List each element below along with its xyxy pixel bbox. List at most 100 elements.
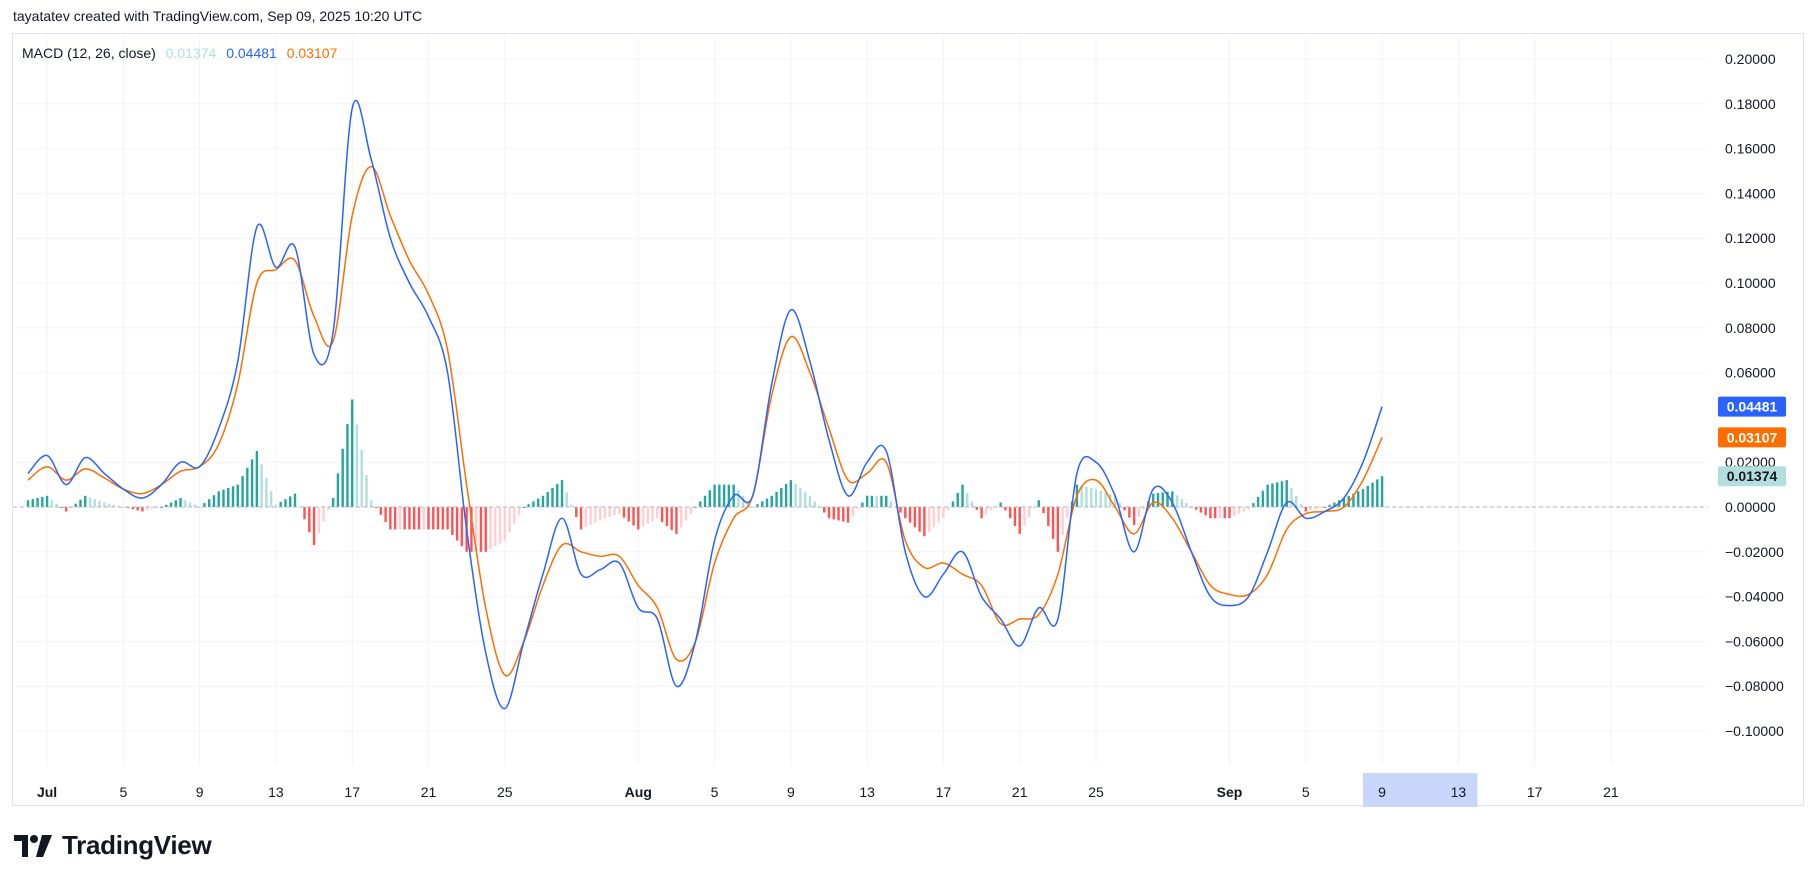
- histogram-bar: [1094, 489, 1098, 507]
- histogram-bar: [1080, 485, 1083, 507]
- histogram-bar: [594, 507, 597, 523]
- histogram-bar: [608, 507, 611, 518]
- histogram-bar: [408, 507, 411, 530]
- indicator-legend[interactable]: MACD (12, 26, close) 0.01374 0.04481 0.0…: [22, 45, 343, 61]
- histogram-bar: [622, 507, 626, 518]
- y-tick-label: 0.16000: [1725, 141, 1776, 157]
- histogram-bar: [1318, 507, 1322, 509]
- histogram-bar: [1333, 502, 1336, 507]
- histogram-bar: [956, 493, 959, 507]
- histogram-bar: [126, 507, 130, 509]
- histogram-bar: [379, 507, 383, 515]
- y-axis: 0.20000 0.18000 0.16000 0.14000 0.12000 0.100…: [1725, 51, 1784, 739]
- histogram-bar: [1233, 507, 1236, 516]
- histogram-bar: [441, 507, 445, 530]
- histogram-bar: [799, 487, 802, 507]
- histogram-bar: [1247, 507, 1250, 510]
- histogram-bar: [727, 484, 731, 507]
- histogram-bar: [84, 495, 87, 507]
- histogram-bar: [455, 507, 459, 541]
- x-tick-label: 9: [1378, 784, 1386, 800]
- histogram-bar: [1242, 507, 1246, 512]
- histogram-bar: [532, 501, 535, 507]
- histogram-bar: [708, 490, 712, 507]
- histogram-bar: [1128, 507, 1131, 518]
- histogram-bar: [808, 495, 812, 507]
- histogram-bar: [103, 502, 106, 507]
- y-tick-label: 0.08000: [1725, 320, 1776, 336]
- histogram-bar: [761, 501, 764, 507]
- histogram-bar: [985, 507, 988, 515]
- histogram-bar: [713, 484, 716, 507]
- histogram-bar: [327, 507, 330, 510]
- tradingview-logo[interactable]: TradingView: [14, 830, 212, 861]
- histogram-bar: [355, 424, 359, 507]
- histogram-bar: [79, 499, 82, 507]
- tradingview-logo-text: TradingView: [62, 830, 212, 860]
- histogram-bar: [527, 504, 530, 507]
- histogram-bar: [1314, 507, 1317, 510]
- histogram-bar: [322, 507, 325, 522]
- histogram-bar: [1118, 503, 1122, 507]
- histogram-bar: [556, 484, 559, 507]
- histogram-bar: [451, 507, 454, 535]
- price-label-badge: [1718, 396, 1786, 417]
- histogram-bar: [684, 507, 688, 521]
- histogram-bar: [803, 491, 807, 507]
- histogram-bar: [1123, 507, 1126, 511]
- histogram-bar: [236, 484, 239, 507]
- x-tick-label: 21: [1603, 784, 1619, 800]
- y-tick-label: 0.12000: [1725, 230, 1776, 246]
- histogram-bar: [255, 451, 259, 507]
- histogram-bar: [1352, 493, 1355, 507]
- histogram-bar: [231, 486, 235, 507]
- histogram-bar: [980, 507, 983, 519]
- histogram-bar: [904, 507, 907, 519]
- histogram-bar: [1371, 482, 1374, 507]
- legend-histogram-value: 0.01374: [165, 45, 217, 61]
- histogram-bar: [446, 507, 449, 530]
- histogram-bar: [1090, 487, 1093, 507]
- histogram-bar: [1152, 493, 1155, 507]
- histogram-bar: [1066, 507, 1069, 519]
- histogram-bar: [1042, 507, 1045, 514]
- histogram-bar: [1004, 507, 1007, 511]
- y-tick-label: 0.10000: [1725, 275, 1776, 291]
- x-axis: Jul 5 9 13 17 21 25 Aug 5 9 13 17 21 25 Sep 5 9 13 17 21: [37, 784, 1619, 800]
- x-tick-label: 9: [787, 784, 795, 800]
- histogram-bar: [665, 507, 669, 527]
- histogram-bar: [1113, 495, 1117, 507]
- histogram-bar: [145, 507, 149, 511]
- histogram-bar: [618, 507, 621, 514]
- histogram-bar: [1032, 507, 1036, 509]
- y-tick-label: −0.02000: [1725, 544, 1784, 560]
- histogram-bar: [703, 495, 707, 507]
- histogram-bar: [36, 498, 39, 507]
- histogram-bar: [975, 507, 979, 510]
- histogram-bar: [908, 507, 912, 523]
- histogram-bar: [503, 507, 506, 541]
- histogram-bar: [60, 507, 63, 508]
- histogram-bar: [637, 507, 640, 530]
- histogram-bar: [632, 507, 635, 526]
- x-tick-label: 17: [344, 784, 360, 800]
- histogram-bar: [551, 487, 554, 507]
- histogram-bar: [522, 507, 526, 508]
- x-tick-label: Sep: [1217, 784, 1243, 800]
- price-label-badge: [1718, 466, 1786, 487]
- histogram-bar: [1037, 500, 1040, 507]
- macd-chart[interactable]: 0.20000 0.18000 0.16000 0.14000 0.12000 0.100…: [0, 0, 1815, 820]
- x-tick-label: 9: [196, 784, 204, 800]
- histogram-bar: [1171, 491, 1174, 507]
- histogram-bar: [885, 495, 888, 507]
- histogram-bar: [951, 501, 955, 507]
- histogram-bar: [1204, 507, 1207, 516]
- histogram-bar: [598, 507, 602, 521]
- histogram-bar: [298, 506, 301, 508]
- histogram-bar: [722, 484, 726, 507]
- histogram-bar: [398, 507, 402, 530]
- histogram-bar: [303, 507, 306, 520]
- histogram-bar: [851, 507, 855, 516]
- histogram-bar: [589, 507, 592, 525]
- y-tick-label: 0.18000: [1725, 96, 1776, 112]
